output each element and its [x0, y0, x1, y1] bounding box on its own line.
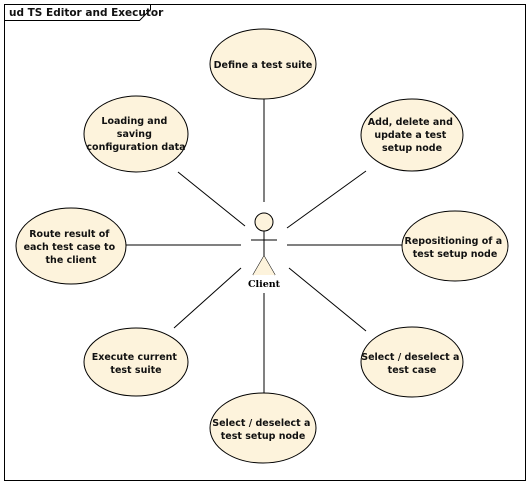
svg-text:Add, delete and update a: Add, delete and update a test setup node — [368, 117, 456, 154]
use-case-label: configuration data — [86, 142, 185, 153]
use-case-label: Repositioning of a — [405, 236, 503, 247]
svg-text:Execute current test sui: Execute current test suite — [92, 352, 181, 376]
use-case-ellipse — [83, 327, 189, 397]
diagram-frame — [4, 4, 526, 481]
svg-text:Define a test suite: Define a test suite — [214, 60, 313, 71]
use-case-ellipse — [209, 392, 317, 464]
diagram-title: ud TS Editor and Executor — [9, 7, 164, 19]
actor-legs-fill — [253, 256, 275, 275]
use-case-ellipse — [209, 28, 317, 100]
use-case-label: the client — [46, 255, 97, 266]
svg-text:Loading and saving: Loading and saving configuration data — [86, 116, 185, 153]
use-case-add-delete-update-node[interactable]: Add, delete and update a test setup node — [360, 98, 464, 172]
association-add-delete-update-node — [286, 170, 367, 229]
use-case-label: test suite — [110, 365, 161, 376]
use-case-label: Define a test suite — [214, 60, 313, 71]
svg-text:Select / deselect a test: Select / deselect a test case — [361, 352, 463, 376]
use-case-label: Select / deselect a — [361, 352, 459, 363]
svg-text:Repositioning of a test: Repositioning of a test setup node — [405, 236, 506, 260]
use-case-label: test setup node — [413, 249, 498, 260]
association-select-test-case — [288, 267, 367, 332]
use-case-loading-saving-config[interactable]: Loading and saving configuration data — [83, 95, 189, 173]
use-case-label: Select / deselect a — [212, 418, 310, 429]
use-case-route-result[interactable]: Route result of each test case to the cl… — [15, 207, 127, 285]
use-case-label: saving — [117, 129, 152, 140]
use-case-execute-test-suite[interactable]: Execute current test suite — [83, 327, 189, 397]
use-case-ellipse — [401, 210, 509, 282]
use-case-select-test-case[interactable]: Select / deselect a test case — [360, 326, 464, 398]
use-case-label: test setup node — [221, 431, 306, 442]
use-case-label: test case — [388, 365, 437, 376]
use-case-ellipse — [360, 98, 464, 172]
use-case-label: Route result of — [29, 229, 110, 240]
use-case-label: update a test — [374, 130, 446, 141]
actor-head-icon — [254, 212, 274, 232]
association-execute-test-suite — [173, 267, 242, 329]
association-loading-saving-config — [177, 171, 246, 227]
svg-text:Route result of each tes: Route result of each test case to the cl… — [24, 229, 119, 266]
association-lines — [126, 98, 402, 395]
use-case-label: each test case to — [24, 242, 116, 253]
use-case-select-setup-node[interactable]: Select / deselect a test setup node — [209, 392, 317, 464]
use-case-ellipse — [83, 95, 189, 173]
diagram-title-tab — [4, 4, 151, 21]
use-case-label: Loading and — [101, 116, 167, 127]
use-case-define-test-suite[interactable]: Define a test suite — [209, 28, 317, 100]
actor-label: Client — [248, 279, 281, 290]
use-case-label: setup node — [382, 143, 442, 154]
actor-client[interactable] — [251, 212, 277, 276]
use-case-repositioning-node[interactable]: Repositioning of a test setup node — [401, 210, 509, 282]
use-case-ellipse — [15, 207, 127, 285]
use-case-label: Execute current — [92, 352, 178, 363]
use-case-ellipse — [360, 326, 464, 398]
use-case-label: Add, delete and — [368, 117, 453, 128]
svg-text:Select / deselect a test: Select / deselect a test setup node — [212, 418, 314, 442]
